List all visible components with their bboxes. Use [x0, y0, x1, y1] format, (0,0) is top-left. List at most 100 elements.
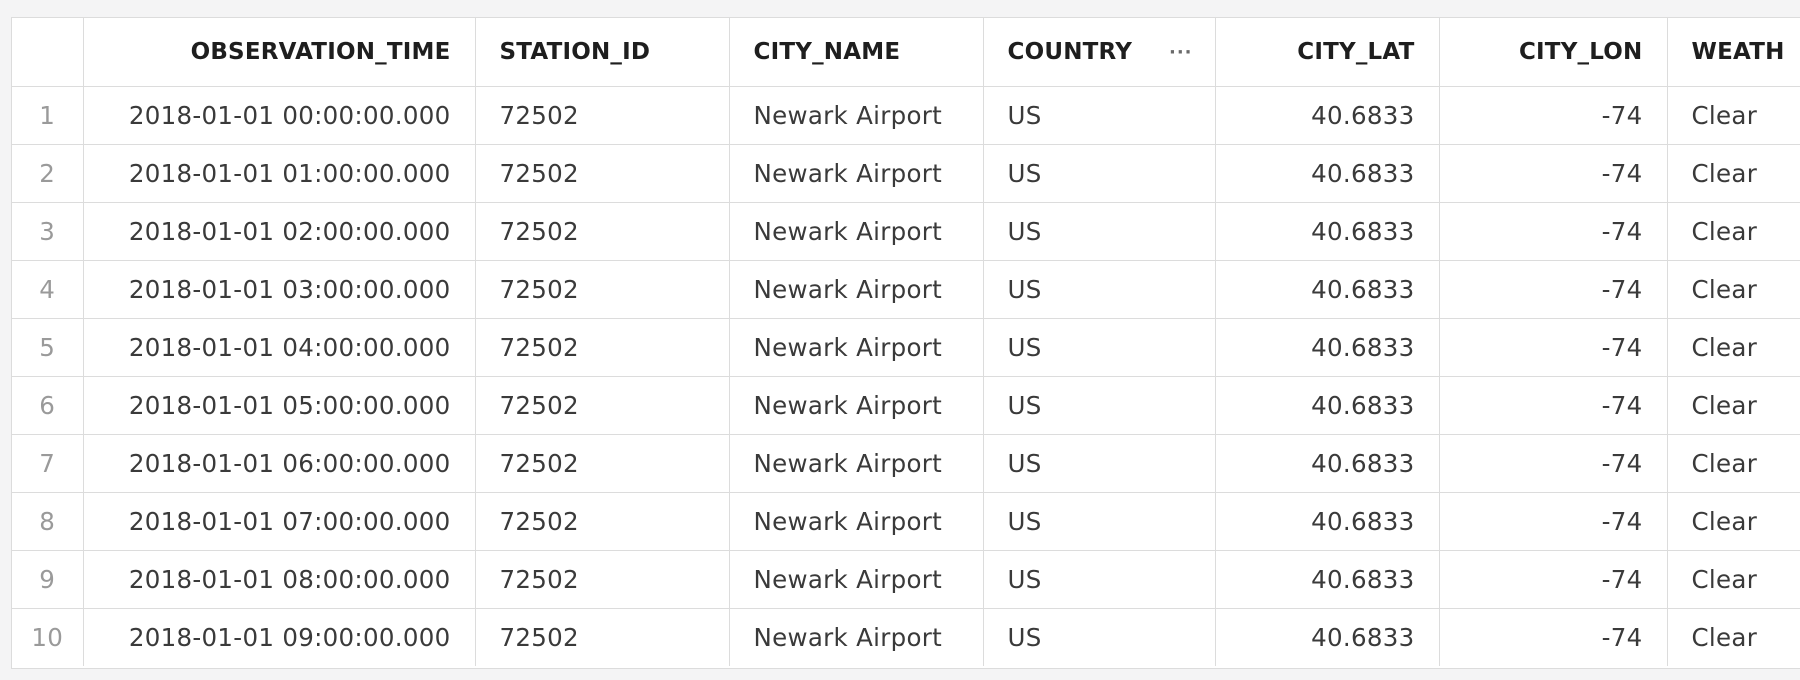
table-body: 1 2018-01-01 00:00:00.000 72502 Newark Airp…	[12, 86, 1800, 666]
cell-observation-time[interactable]: 2018-01-01 04:00:00.000	[83, 318, 476, 377]
cell-station-id[interactable]: 72502	[475, 434, 730, 493]
cell-station-id[interactable]: 72502	[475, 86, 730, 145]
cell-city-lat[interactable]: 40.6833	[1215, 434, 1440, 493]
cell-country[interactable]: US	[983, 202, 1216, 261]
cell-city-lat[interactable]: 40.6833	[1215, 86, 1440, 145]
cell-observation-time[interactable]: 2018-01-01 00:00:00.000	[83, 86, 476, 145]
column-header-weather[interactable]: WEATH	[1667, 18, 1800, 87]
cell-city-lon[interactable]: -74	[1439, 260, 1668, 319]
cell-weather[interactable]: Clear	[1667, 144, 1800, 203]
cell-weather[interactable]: Clear	[1667, 608, 1800, 666]
column-header-label: COUNTRY	[1007, 39, 1133, 65]
cell-city-lat[interactable]: 40.6833	[1215, 318, 1440, 377]
row-index: 6	[12, 376, 84, 435]
cell-station-id[interactable]: 72502	[475, 202, 730, 261]
column-header-country[interactable]: COUNTRY ···	[983, 18, 1216, 87]
cell-station-id[interactable]: 72502	[475, 144, 730, 203]
table-row[interactable]: 4 2018-01-01 03:00:00.000 72502 Newark Airp…	[12, 260, 1800, 319]
column-header-city-name[interactable]: CITY_NAME	[729, 18, 984, 87]
cell-country[interactable]: US	[983, 318, 1216, 377]
cell-city-lon[interactable]: -74	[1439, 550, 1668, 609]
cell-city-lon[interactable]: -74	[1439, 492, 1668, 551]
table-row[interactable]: 6 2018-01-01 05:00:00.000 72502 Newark Airp…	[12, 376, 1800, 435]
cell-city-name[interactable]: Newark Airport	[729, 376, 984, 435]
cell-city-name[interactable]: Newark Airport	[729, 202, 984, 261]
cell-weather[interactable]: Clear	[1667, 434, 1800, 493]
cell-city-lat[interactable]: 40.6833	[1215, 608, 1440, 666]
row-index-header	[12, 18, 84, 87]
cell-station-id[interactable]: 72502	[475, 318, 730, 377]
column-header-city-lat[interactable]: CITY_LAT	[1215, 18, 1440, 87]
cell-weather[interactable]: Clear	[1667, 550, 1800, 609]
cell-weather[interactable]: Clear	[1667, 260, 1800, 319]
cell-observation-time[interactable]: 2018-01-01 06:00:00.000	[83, 434, 476, 493]
row-index: 5	[12, 318, 84, 377]
cell-station-id[interactable]: 72502	[475, 260, 730, 319]
cell-station-id[interactable]: 72502	[475, 608, 730, 666]
table-row[interactable]: 9 2018-01-01 08:00:00.000 72502 Newark Airp…	[12, 550, 1800, 609]
table-row[interactable]: 1 2018-01-01 00:00:00.000 72502 Newark Airp…	[12, 86, 1800, 145]
cell-city-name[interactable]: Newark Airport	[729, 492, 984, 551]
cell-weather[interactable]: Clear	[1667, 376, 1800, 435]
cell-country[interactable]: US	[983, 86, 1216, 145]
cell-station-id[interactable]: 72502	[475, 550, 730, 609]
cell-country[interactable]: US	[983, 492, 1216, 551]
table-row[interactable]: 5 2018-01-01 04:00:00.000 72502 Newark Airp…	[12, 318, 1800, 377]
cell-country[interactable]: US	[983, 260, 1216, 319]
cell-city-lat[interactable]: 40.6833	[1215, 260, 1440, 319]
cell-city-name[interactable]: Newark Airport	[729, 260, 984, 319]
cell-city-name[interactable]: Newark Airport	[729, 434, 984, 493]
cell-weather[interactable]: Clear	[1667, 86, 1800, 145]
cell-weather[interactable]: Clear	[1667, 318, 1800, 377]
cell-city-lon[interactable]: -74	[1439, 144, 1668, 203]
column-header-observation-time[interactable]: OBSERVATION_TIME	[83, 18, 476, 87]
cell-observation-time[interactable]: 2018-01-01 08:00:00.000	[83, 550, 476, 609]
cell-city-lon[interactable]: -74	[1439, 608, 1668, 666]
cell-city-name[interactable]: Newark Airport	[729, 550, 984, 609]
cell-observation-time[interactable]: 2018-01-01 02:00:00.000	[83, 202, 476, 261]
cell-city-lat[interactable]: 40.6833	[1215, 376, 1440, 435]
column-header-station-id[interactable]: STATION_ID	[475, 18, 730, 87]
cell-observation-time[interactable]: 2018-01-01 03:00:00.000	[83, 260, 476, 319]
cell-observation-time[interactable]: 2018-01-01 09:00:00.000	[83, 608, 476, 666]
cell-city-lon[interactable]: -74	[1439, 434, 1668, 493]
cell-city-lat[interactable]: 40.6833	[1215, 144, 1440, 203]
column-header-label: CITY_NAME	[753, 39, 901, 65]
cell-city-lat[interactable]: 40.6833	[1215, 492, 1440, 551]
table-row[interactable]: 7 2018-01-01 06:00:00.000 72502 Newark Airp…	[12, 434, 1800, 493]
table-row[interactable]: 8 2018-01-01 07:00:00.000 72502 Newark Airp…	[12, 492, 1800, 551]
column-header-label: CITY_LAT	[1297, 39, 1415, 65]
column-header-label: OBSERVATION_TIME	[190, 39, 451, 65]
cell-city-name[interactable]: Newark Airport	[729, 318, 984, 377]
cell-city-name[interactable]: Newark Airport	[729, 86, 984, 145]
cell-country[interactable]: US	[983, 376, 1216, 435]
cell-city-lat[interactable]: 40.6833	[1215, 550, 1440, 609]
cell-country[interactable]: US	[983, 550, 1216, 609]
cell-city-lat[interactable]: 40.6833	[1215, 202, 1440, 261]
column-menu-icon[interactable]: ···	[1168, 41, 1193, 63]
cell-country[interactable]: US	[983, 608, 1216, 666]
cell-country[interactable]: US	[983, 434, 1216, 493]
column-header-city-lon[interactable]: CITY_LON	[1439, 18, 1668, 87]
row-index: 1	[12, 86, 84, 145]
cell-weather[interactable]: Clear	[1667, 202, 1800, 261]
cell-observation-time[interactable]: 2018-01-01 01:00:00.000	[83, 144, 476, 203]
cell-station-id[interactable]: 72502	[475, 492, 730, 551]
cell-city-lon[interactable]: -74	[1439, 318, 1668, 377]
cell-weather[interactable]: Clear	[1667, 492, 1800, 551]
cell-country[interactable]: US	[983, 144, 1216, 203]
table-row[interactable]: 3 2018-01-01 02:00:00.000 72502 Newark Airp…	[12, 202, 1800, 261]
cell-city-lon[interactable]: -74	[1439, 86, 1668, 145]
table-row[interactable]: 2 2018-01-01 01:00:00.000 72502 Newark Airp…	[12, 144, 1800, 203]
cell-city-name[interactable]: Newark Airport	[729, 608, 984, 666]
results-table: OBSERVATION_TIME STATION_ID CITY_NAME CO…	[12, 18, 1800, 666]
cell-city-lon[interactable]: -74	[1439, 202, 1668, 261]
cell-observation-time[interactable]: 2018-01-01 07:00:00.000	[83, 492, 476, 551]
table-row[interactable]: 10 2018-01-01 09:00:00.000 72502 Newark Air…	[12, 608, 1800, 666]
cell-city-name[interactable]: Newark Airport	[729, 144, 984, 203]
row-index: 10	[12, 608, 84, 666]
cell-city-lon[interactable]: -74	[1439, 376, 1668, 435]
cell-station-id[interactable]: 72502	[475, 376, 730, 435]
results-grid: OBSERVATION_TIME STATION_ID CITY_NAME CO…	[11, 17, 1800, 669]
cell-observation-time[interactable]: 2018-01-01 05:00:00.000	[83, 376, 476, 435]
